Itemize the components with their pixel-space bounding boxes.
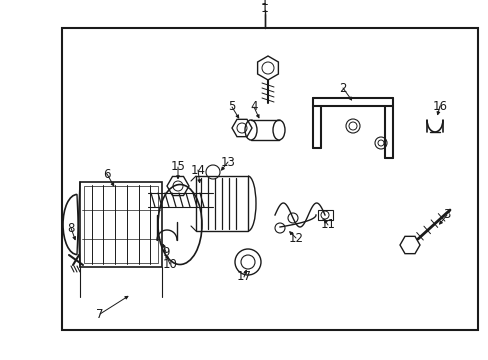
Text: 10: 10 — [162, 257, 177, 270]
Bar — [62, 28, 477, 330]
Text: 1: 1 — [261, 0, 268, 8]
Text: 9: 9 — [162, 246, 169, 258]
Text: 14: 14 — [190, 163, 205, 176]
Text: 3: 3 — [443, 208, 450, 221]
Text: 13: 13 — [220, 156, 235, 168]
Text: 1: 1 — [261, 1, 268, 14]
Bar — [317, 210, 332, 220]
Text: 16: 16 — [431, 99, 447, 112]
Text: 15: 15 — [170, 161, 185, 174]
Text: 5: 5 — [228, 100, 235, 113]
Text: 17: 17 — [236, 270, 251, 284]
Text: 8: 8 — [67, 221, 75, 234]
Bar — [196, 176, 247, 231]
Text: 2: 2 — [339, 81, 346, 94]
Text: 11: 11 — [320, 219, 335, 231]
Text: 6: 6 — [103, 167, 110, 180]
Text: 4: 4 — [250, 100, 257, 113]
Bar — [84, 186, 158, 263]
Bar — [80, 182, 162, 267]
Text: 7: 7 — [96, 307, 103, 320]
Text: 12: 12 — [288, 231, 303, 244]
